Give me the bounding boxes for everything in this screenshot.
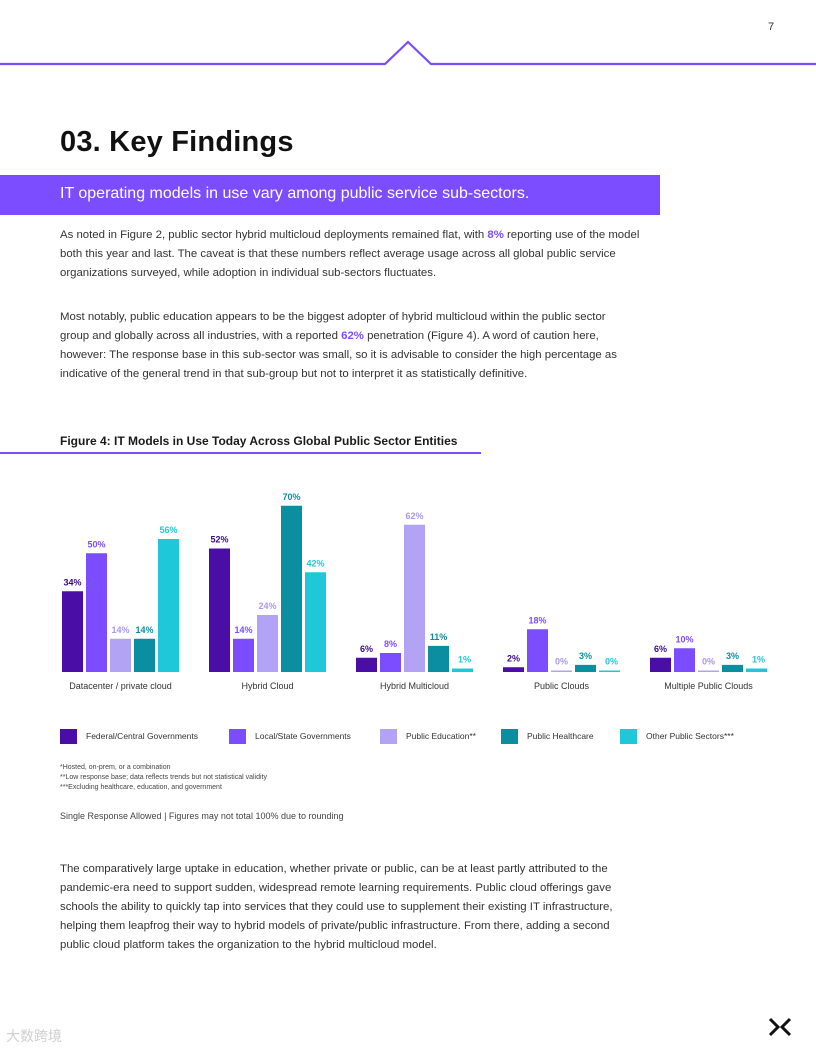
category-label-5: Multiple Public Clouds (664, 681, 753, 691)
paragraph-2-text-cont: penetration (Figure 4). A word of cautio… (60, 330, 617, 380)
legend-swatch-4 (501, 728, 518, 744)
data-label-4-4: 3% (579, 651, 592, 661)
paragraph-1-text: As noted in Figure 2, public sector hybr… (60, 229, 488, 241)
data-label-5-3: 0% (702, 657, 715, 667)
bar-2-2 (233, 638, 254, 672)
data-label-4-5: 0% (605, 657, 618, 667)
data-label-5-2: 10% (675, 634, 693, 644)
data-label-2-1: 52% (210, 535, 228, 545)
bar-1-4 (134, 638, 155, 672)
bar-2-1 (209, 548, 230, 672)
section-banner: IT operating models in use vary among pu… (0, 175, 660, 215)
data-label-2-5: 42% (306, 558, 324, 568)
bar-4-3 (551, 670, 572, 672)
legend-label-1: Federal/Central Governments (86, 731, 198, 741)
footnote-2: **Low response base; data reflects trend… (60, 774, 267, 781)
bar-4-5 (599, 670, 620, 672)
legend-label-2: Local/State Governments (255, 731, 351, 741)
legend-swatch-1 (60, 728, 77, 744)
bar-1-2 (86, 553, 107, 672)
page-number: 7 (768, 21, 775, 33)
data-label-5-1: 6% (654, 644, 667, 654)
figure-title-rule (0, 452, 481, 454)
data-label-1-5: 56% (159, 525, 177, 535)
data-label-4-3: 0% (555, 657, 568, 667)
page-title: 03. Key Findings (60, 126, 294, 158)
paragraph-2: Most notably, public education appears t… (60, 308, 620, 384)
bar-2-3 (257, 615, 278, 672)
highlight-62-percent: 62% (341, 330, 364, 342)
paragraph-1-text-cont: reporting use of the model both this yea… (60, 229, 640, 279)
legend-item-5: Other Public Sectors*** (620, 727, 734, 745)
data-label-1-1: 34% (63, 577, 81, 587)
category-label-4: Public Clouds (534, 681, 590, 691)
bar-2-4 (281, 505, 302, 672)
data-label-3-5: 1% (458, 655, 471, 665)
legend-label-4: Public Healthcare (527, 731, 594, 741)
response-note: Single Response Allowed | Figures may no… (60, 811, 344, 821)
bar-3-3 (404, 524, 425, 672)
data-label-5-5: 1% (752, 655, 765, 665)
bar-1-3 (110, 638, 131, 672)
bar-5-4 (722, 664, 743, 672)
paragraph-2-text: Most notably, public education appears t… (60, 311, 606, 342)
legend-item-4: Public Healthcare (501, 727, 594, 745)
bar-3-5 (452, 668, 473, 672)
header-rule (0, 40, 816, 66)
data-label-3-2: 8% (384, 639, 397, 649)
data-label-4-2: 18% (528, 615, 546, 625)
bar-1-5 (158, 539, 179, 672)
legend-swatch-3 (380, 728, 397, 744)
paragraph-3: The comparatively large uptake in educat… (60, 863, 613, 951)
chart-legend: Federal/Central Governments Local/State G… (60, 727, 780, 745)
data-label-1-3: 14% (111, 625, 129, 635)
legend-label-3: Public Education** (406, 731, 476, 741)
bar-4-2 (527, 629, 548, 672)
data-label-3-1: 6% (360, 644, 373, 654)
bar-5-2 (674, 648, 695, 672)
category-label-2: Hybrid Cloud (241, 681, 293, 691)
brand-x-logo-icon (768, 1017, 792, 1037)
bar-5-3 (698, 670, 719, 672)
data-label-1-4: 14% (135, 625, 153, 635)
legend-item-1: Federal/Central Governments (60, 727, 198, 745)
data-label-5-4: 3% (726, 651, 739, 661)
data-label-4-1: 2% (507, 653, 520, 663)
bar-3-1 (356, 657, 377, 672)
category-label-3: Hybrid Multicloud (380, 681, 449, 691)
legend-swatch-2 (229, 728, 246, 744)
data-label-3-4: 11% (430, 632, 448, 642)
data-label-3-3: 62% (405, 511, 423, 521)
watermark: 大数跨境 (6, 1028, 62, 1044)
legend-item-2: Local/State Governments (229, 727, 351, 745)
data-label-2-4: 70% (282, 492, 300, 502)
paragraph-1: As noted in Figure 2, public sector hybr… (60, 226, 640, 283)
bar-1-1 (62, 591, 83, 672)
bar-4-4 (575, 664, 596, 672)
category-label-1: Datacenter / private cloud (69, 681, 172, 691)
data-label-1-2: 50% (87, 539, 105, 549)
bar-5-1 (650, 657, 671, 672)
bar-5-5 (746, 668, 767, 672)
highlight-8-percent: 8% (487, 229, 504, 241)
banner-text: IT operating models in use vary among pu… (60, 185, 530, 202)
footnotes: *Hosted, on-prem, or a combination **Low… (60, 763, 267, 793)
footnote-1: *Hosted, on-prem, or a combination (60, 764, 171, 771)
legend-item-3: Public Education** (380, 727, 476, 745)
bar-2-5 (305, 572, 326, 672)
figure-title: Figure 4: IT Models in Use Today Across … (60, 434, 458, 448)
bar-chart: 34% 50% 14% 14% 56% Datacenter / private clou… (62, 492, 767, 691)
data-label-2-2: 14% (234, 625, 252, 635)
bar-4-1 (503, 667, 524, 672)
bar-3-2 (380, 653, 401, 672)
bar-3-4 (428, 645, 449, 672)
data-label-2-3: 24% (258, 601, 276, 611)
footnote-3: ***Excluding healthcare, education, and … (60, 784, 222, 791)
legend-swatch-5 (620, 728, 637, 744)
legend-label-5: Other Public Sectors*** (646, 731, 734, 741)
